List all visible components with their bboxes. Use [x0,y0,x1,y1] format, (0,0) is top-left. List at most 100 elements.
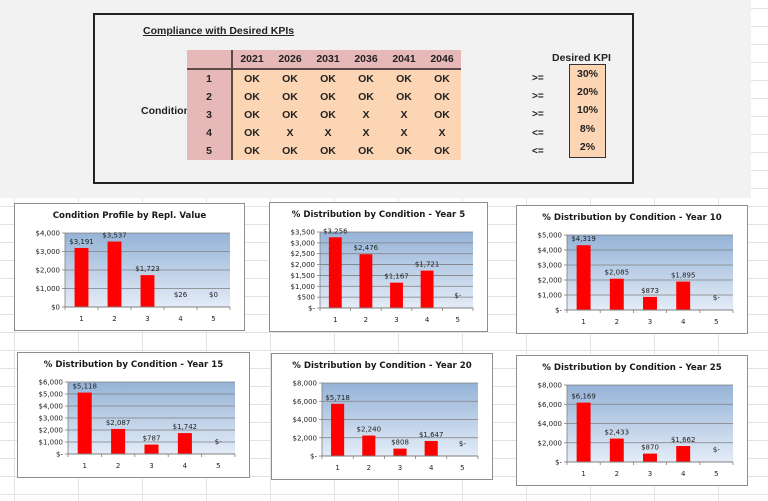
y-tick-label: $8,000 [293,380,318,388]
bar-condition-4 [676,446,691,462]
y-tick-label: $- [310,453,317,461]
x-tick-label: 4 [681,470,686,478]
y-tick-label: $2,500 [291,250,316,258]
y-tick-label: $6,000 [538,401,563,409]
kpi-operator: <= [532,145,544,157]
y-tick-label: $2,000 [293,434,318,442]
chart-svg: % Distribution by Condition - Year 25 $- $… [538,363,734,478]
compliance-cell: X [385,106,423,124]
chart-title: Condition Profile by Repl. Value [53,211,207,221]
table-corner-cell [187,50,233,69]
x-tick-label: 2 [367,464,371,472]
kpi-compliance-table: 2021 2026 2031 2036 2041 2046 1 OK OK OK OK O… [187,50,461,160]
kpi-table-row: 5 OK OK OK OK OK OK [187,142,461,160]
compliance-cell: OK [232,106,271,124]
kpi-table-row: 2 OK OK OK OK OK OK [187,88,461,106]
chart-title: % Distribution by Condition - Year 5 [292,210,466,220]
x-tick-label: 1 [82,462,86,470]
chart-distribution-year-25: % Distribution by Condition - Year 25 $- $… [516,355,748,486]
x-tick-label: 3 [149,462,153,470]
data-label: $- [454,292,461,300]
y-tick-label: $2,000 [39,427,64,435]
data-label: $3,256 [323,227,348,235]
x-tick-label: 4 [183,462,188,470]
x-tick-label: 1 [333,316,337,324]
compliance-cell: OK [423,69,461,88]
chart-title: % Distribution by Condition - Year 25 [542,363,721,373]
y-tick-label: $500 [297,294,315,302]
desired-kpi-value: 8% [579,122,596,135]
data-label: $1,662 [671,436,696,444]
x-tick-label: 4 [429,464,434,472]
bar-condition-3 [144,444,159,454]
bar-condition-2 [111,428,126,454]
x-tick-label: 4 [178,315,183,323]
bar-condition-4 [424,440,438,456]
bar-condition-3 [393,448,407,456]
compliance-cell: X [385,124,423,142]
x-tick-label: 5 [460,464,464,472]
kpi-operator: >= [532,109,544,121]
x-tick-label: 3 [648,470,652,478]
y-tick-label: $3,500 [291,229,316,237]
data-label: $808 [391,439,409,447]
bar-condition-4 [676,281,691,310]
compliance-cell: X [271,124,309,142]
x-tick-label: 5 [714,318,718,326]
desired-kpi-value: 2% [579,140,596,153]
y-tick-label: $3,000 [39,415,64,423]
data-label: $787 [143,435,161,443]
compliance-cell: X [309,124,347,142]
kpi-operator: >= [532,91,544,103]
kpi-table-row: 1 OK OK OK OK OK OK [187,69,461,88]
data-label: $1,742 [173,423,198,431]
data-label: $- [713,294,720,302]
y-tick-label: $4,000 [36,230,61,238]
compliance-cell: OK [309,106,347,124]
y-tick-label: $- [56,451,63,459]
desired-kpi-title: Desired KPI [552,52,611,64]
compliance-cell: OK [271,142,309,160]
compliance-cell: OK [309,88,347,106]
y-tick-label: $2,000 [538,277,563,285]
bar-condition-4 [177,433,192,454]
compliance-cell: OK [232,88,271,106]
year-header-row: 2021 2026 2031 2036 2041 2046 [187,50,461,69]
y-tick-label: $- [308,305,315,313]
x-tick-label: 5 [455,316,459,324]
x-tick-label: 5 [211,315,215,323]
y-tick-label: $4,000 [293,416,318,424]
y-tick-label: $2,000 [291,261,316,269]
compliance-cell: OK [347,88,385,106]
y-tick-label: $8,000 [538,382,563,390]
x-tick-label: 2 [364,316,368,324]
compliance-cell: OK [385,142,423,160]
bar-condition-1 [328,237,342,308]
y-tick-label: $4,000 [538,247,563,255]
compliance-cell: OK [347,142,385,160]
chart-svg: % Distribution by Condition - Year 5 $- $5… [291,210,474,324]
bar-condition-2 [362,435,376,456]
kpi-table-row: 3 OK OK OK X X OK [187,106,461,124]
bar-condition-2 [609,438,624,462]
data-label: $1,721 [415,261,440,269]
data-label: $873 [641,287,659,295]
y-tick-label: $0 [51,304,60,312]
data-label: $26 [174,291,188,299]
y-tick-label: $1,000 [39,439,64,447]
y-tick-label: $2,000 [538,439,563,447]
chart-svg: % Distribution by Condition - Year 10 $- $… [538,213,734,326]
chart-svg: % Distribution by Condition - Year 20 $- $… [292,361,479,472]
data-label: $0 [209,291,218,299]
condition-number: 5 [187,142,233,160]
chart-distribution-year-15: % Distribution by Condition - Year 15 $- $… [17,352,250,478]
y-tick-label: $4,000 [538,420,563,428]
bar-condition-2 [359,254,373,308]
x-tick-label: 2 [116,462,120,470]
x-tick-label: 4 [425,316,430,324]
year-header: 2046 [423,50,461,69]
condition-number: 2 [187,88,233,106]
data-label: $5,718 [325,394,350,402]
y-tick-label: $4,000 [39,403,64,411]
bar-condition-4 [420,270,434,308]
